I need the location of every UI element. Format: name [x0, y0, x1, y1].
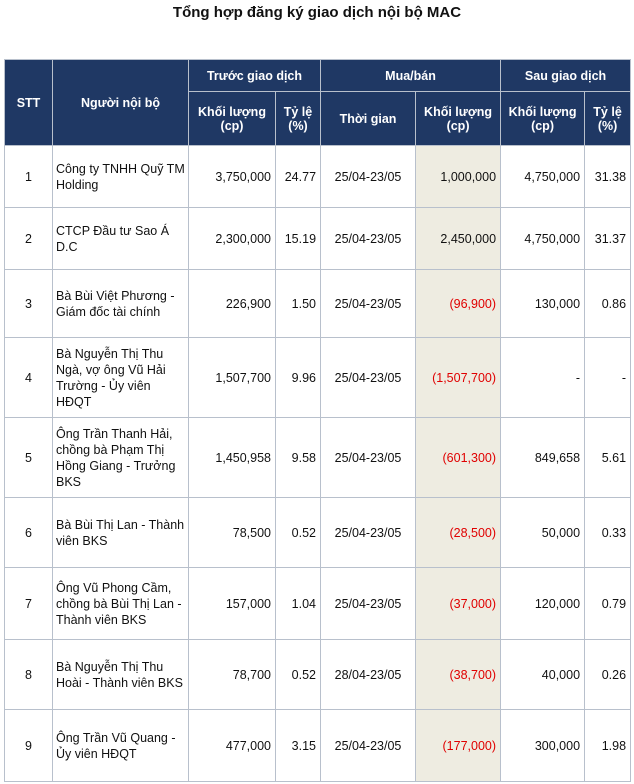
row-after-volume: 130,000	[500, 269, 586, 338]
row-before-ratio: 1.50	[274, 269, 322, 338]
header-before-volume: Khối lượng (cp)	[188, 91, 276, 146]
row-before-volume: 1,450,958	[188, 417, 276, 498]
row-trade-volume: (28,500)	[415, 497, 502, 568]
header-before-ratio: Tỷ lệ (%)	[274, 91, 322, 146]
row-before-volume: 78,700	[188, 639, 276, 710]
header-trade-volume: Khối lượng (cp)	[415, 91, 502, 146]
row-stt: 5	[4, 417, 53, 498]
table-row: 9 Ông Trần Vũ Quang - Ủy viên HĐQT 477,000…	[4, 709, 632, 782]
row-after-volume: 849,658	[500, 417, 586, 498]
row-time: 25/04-23/05	[320, 417, 417, 498]
row-time: 28/04-23/05	[320, 639, 417, 710]
row-time: 25/04-23/05	[320, 145, 417, 208]
row-stt: 4	[4, 337, 53, 418]
row-stt: 1	[4, 145, 53, 208]
row-before-volume: 1,507,700	[188, 337, 276, 418]
page-title: Tổng hợp đăng ký giao dịch nội bộ MAC	[172, 4, 462, 21]
row-before-ratio: 15.19	[274, 207, 322, 270]
row-after-volume: 40,000	[500, 639, 586, 710]
row-after-volume: 300,000	[500, 709, 586, 782]
row-after-ratio: 31.38	[584, 145, 632, 208]
insider-trading-table: STT Người nội bộ Trước giao dịch Mua/bán…	[4, 59, 632, 782]
row-after-volume: 4,750,000	[500, 207, 586, 270]
row-before-ratio: 1.04	[274, 567, 322, 640]
row-before-volume: 477,000	[188, 709, 276, 782]
row-trade-volume: (37,000)	[415, 567, 502, 640]
row-trade-volume: (177,000)	[415, 709, 502, 782]
row-insider-name: CTCP Đầu tư Sao Á D.C	[52, 207, 189, 270]
row-before-ratio: 0.52	[274, 497, 322, 568]
row-after-volume: 4,750,000	[500, 145, 586, 208]
row-after-volume: 50,000	[500, 497, 586, 568]
header-after-ratio: Tỷ lệ (%)	[584, 91, 632, 146]
row-time: 25/04-23/05	[320, 709, 417, 782]
row-time: 25/04-23/05	[320, 269, 417, 338]
row-after-volume: 120,000	[500, 567, 586, 640]
row-before-volume: 226,900	[188, 269, 276, 338]
table-row: 8 Bà Nguyễn Thị Thu Hoài - Thành viên BKS…	[4, 639, 632, 710]
row-before-volume: 2,300,000	[188, 207, 276, 270]
header-after-volume: Khối lượng (cp)	[500, 91, 586, 146]
row-before-volume: 157,000	[188, 567, 276, 640]
table-row: 1 Công ty TNHH Quỹ TM Holding 3,750,000 24.…	[4, 145, 632, 208]
row-trade-volume: 2,450,000	[415, 207, 502, 270]
row-insider-name: Bà Bùi Thị Lan - Thành viên BKS	[52, 497, 189, 568]
table-row: 2 CTCP Đầu tư Sao Á D.C 2,300,000 15.19 25/0…	[4, 207, 632, 270]
row-time: 25/04-23/05	[320, 207, 417, 270]
row-after-ratio: 0.26	[584, 639, 632, 710]
header-stt: STT	[4, 59, 53, 146]
table-row: 3 Bà Bùi Việt Phương - Giám đốc tài chính…	[4, 269, 632, 338]
row-insider-name: Ông Trần Thanh Hải, chồng bà Phạm Thị Hồ…	[52, 417, 189, 498]
row-after-ratio: 5.61	[584, 417, 632, 498]
row-trade-volume: (96,900)	[415, 269, 502, 338]
row-after-volume: -	[500, 337, 586, 418]
row-stt: 8	[4, 639, 53, 710]
row-before-ratio: 9.96	[274, 337, 322, 418]
row-trade-volume: (38,700)	[415, 639, 502, 710]
row-insider-name: Ông Trần Vũ Quang - Ủy viên HĐQT	[52, 709, 189, 782]
row-stt: 7	[4, 567, 53, 640]
row-insider-name: Bà Nguyễn Thị Thu Hoài - Thành viên BKS	[52, 639, 189, 710]
row-after-ratio: -	[584, 337, 632, 418]
row-stt: 9	[4, 709, 53, 782]
row-before-ratio: 24.77	[274, 145, 322, 208]
row-insider-name: Công ty TNHH Quỹ TM Holding	[52, 145, 189, 208]
row-before-volume: 78,500	[188, 497, 276, 568]
table-row: 6 Bà Bùi Thị Lan - Thành viên BKS 78,500 0.…	[4, 497, 632, 568]
header-time: Thời gian	[320, 91, 417, 146]
header-after: Sau giao dịch	[500, 59, 632, 92]
row-insider-name: Bà Bùi Việt Phương - Giám đốc tài chính	[52, 269, 189, 338]
row-time: 25/04-23/05	[320, 337, 417, 418]
row-trade-volume: (1,507,700)	[415, 337, 502, 418]
table-row: 5 Ông Trần Thanh Hải, chồng bà Phạm Thị H…	[4, 417, 632, 498]
row-time: 25/04-23/05	[320, 567, 417, 640]
row-before-ratio: 9.58	[274, 417, 322, 498]
row-before-volume: 3,750,000	[188, 145, 276, 208]
row-stt: 2	[4, 207, 53, 270]
header-buysell: Mua/bán	[320, 59, 502, 92]
header-before: Trước giao dịch	[187, 59, 322, 92]
row-after-ratio: 0.86	[584, 269, 632, 338]
row-trade-volume: 1,000,000	[415, 145, 502, 208]
row-stt: 3	[4, 269, 53, 338]
header-insider: Người nội bộ	[52, 59, 189, 146]
row-insider-name: Ông Vũ Phong Cầm, chồng bà Bùi Thị Lan -…	[52, 567, 189, 640]
row-after-ratio: 1.98	[584, 709, 632, 782]
row-after-ratio: 0.79	[584, 567, 632, 640]
row-stt: 6	[4, 497, 53, 568]
table-row: 4 Bà Nguyễn Thị Thu Ngà, vợ ông Vũ Hải Tr…	[4, 337, 632, 418]
row-after-ratio: 31.37	[584, 207, 632, 270]
row-trade-volume: (601,300)	[415, 417, 502, 498]
row-insider-name: Bà Nguyễn Thị Thu Ngà, vợ ông Vũ Hải Trư…	[52, 337, 189, 418]
table-row: 7 Ông Vũ Phong Cầm, chồng bà Bùi Thị Lan …	[4, 567, 632, 640]
row-time: 25/04-23/05	[320, 497, 417, 568]
row-after-ratio: 0.33	[584, 497, 632, 568]
row-before-ratio: 3.15	[274, 709, 322, 782]
row-before-ratio: 0.52	[274, 639, 322, 710]
